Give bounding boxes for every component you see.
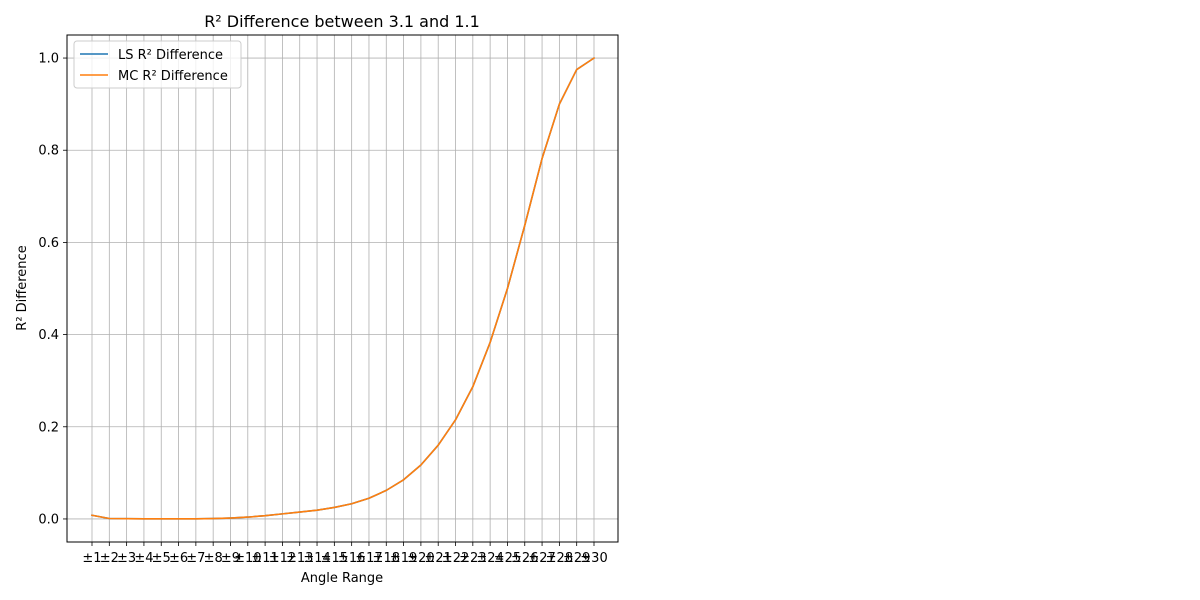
x-tick-label: ±21 (424, 551, 451, 566)
x-tick-label: ±24 (476, 551, 503, 566)
x-tick-label: ±22 (442, 551, 469, 566)
x-tick-label: ±9 (221, 551, 240, 566)
x-axis-label: Angle Range (301, 571, 383, 586)
x-tick-label: ±3 (117, 551, 136, 566)
plot-frame (66, 34, 619, 543)
legend-label-ls: LS R² Difference (118, 48, 223, 63)
x-tick-label: ±4 (134, 551, 153, 566)
y-tick-label: 0.0 (38, 512, 59, 527)
x-tick-label: ±14 (303, 551, 330, 566)
x-tick-label: ±29 (563, 551, 590, 566)
x-tick-label: ±27 (528, 551, 555, 566)
x-tick-label: ±28 (546, 551, 573, 566)
legend-box (73, 40, 242, 89)
series-line-mc (91, 56, 596, 520)
x-tick-label: ±16 (338, 551, 365, 566)
y-tick-label: 0.2 (38, 420, 59, 435)
y-tick-label: 1.0 (38, 52, 59, 67)
x-tick-label: ±1 (82, 551, 101, 566)
legend: LS R² Difference MC R² Difference (73, 40, 242, 89)
x-tick-label: ±30 (580, 551, 607, 566)
x-tick-label: ±5 (152, 551, 171, 566)
x-tick-label: ±19 (390, 551, 417, 566)
x-tick-label: ±13 (286, 551, 313, 566)
x-tick-label: ±20 (407, 551, 434, 566)
chart-title: R² Difference between 3.1 and 1.1 (204, 12, 480, 31)
y-tick-label: 0.6 (38, 236, 59, 251)
x-tick-label: ±2 (100, 551, 119, 566)
x-tick-label: ±11 (251, 551, 278, 566)
y-axis: 0.0 0.2 0.4 0.6 0.8 1.0 (38, 52, 67, 527)
x-tick-label: ±18 (373, 551, 400, 566)
x-tick-label: ±12 (269, 551, 296, 566)
x-tick-label: ±26 (511, 551, 538, 566)
x-tick-label: ±17 (355, 551, 382, 566)
series-layer (91, 56, 596, 520)
x-tick-label: ±6 (169, 551, 188, 566)
x-tick-label: ±23 (459, 551, 486, 566)
x-tick-label: ±15 (321, 551, 348, 566)
x-tick-label: ±7 (186, 551, 205, 566)
x-axis: ±1±2±3±4±5±6±7±8±9±10±11±12±13±14±15±16±… (82, 542, 608, 566)
legend-label-mc: MC R² Difference (118, 69, 228, 84)
x-tick-label: ±10 (234, 551, 261, 566)
y-tick-label: 0.4 (38, 328, 59, 343)
y-axis-label: R² Difference (15, 245, 30, 330)
y-tick-label: 0.8 (38, 144, 59, 159)
x-tick-label: ±25 (494, 551, 521, 566)
x-tick-label: ±8 (204, 551, 223, 566)
